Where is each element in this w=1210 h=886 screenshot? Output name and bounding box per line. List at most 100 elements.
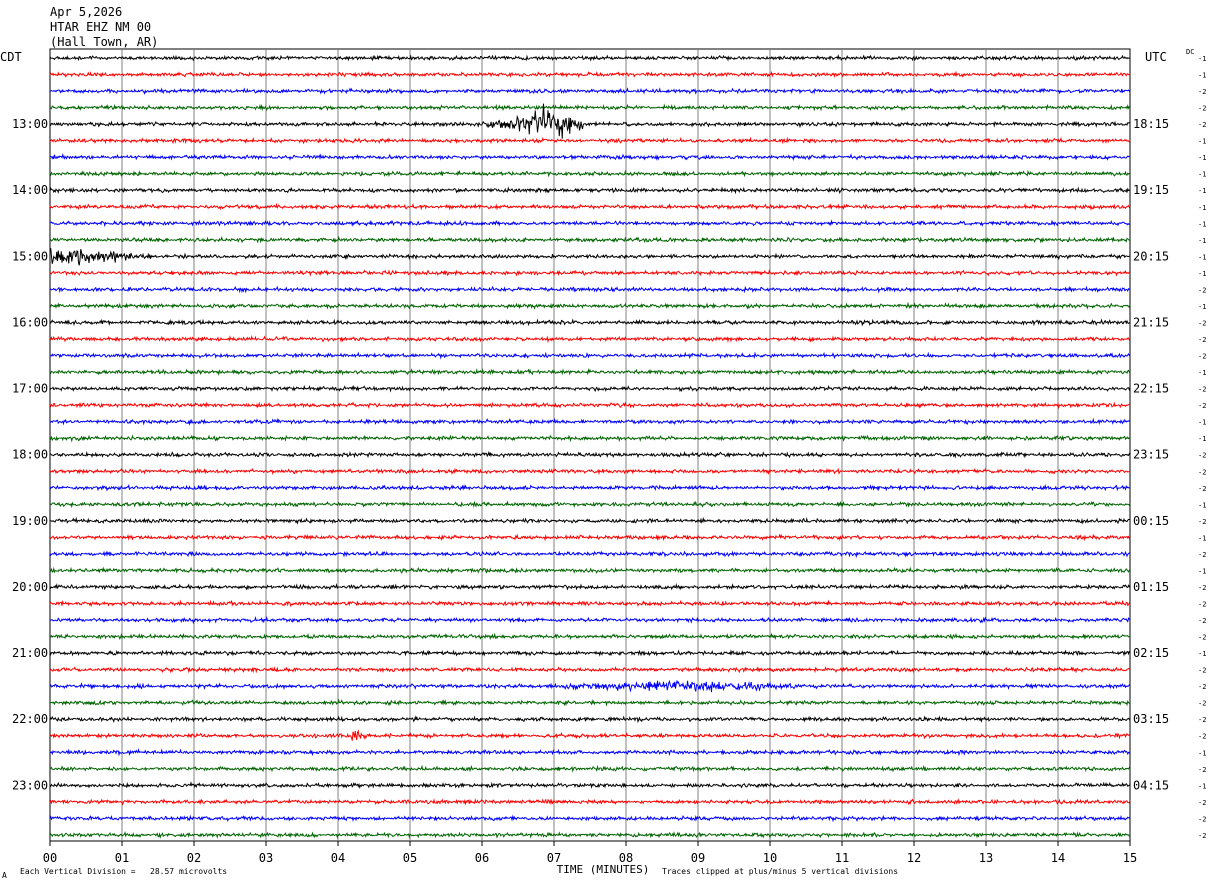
seismic-trace [49, 533, 1131, 542]
dc-offset-label: -1 [1198, 501, 1206, 509]
left-hour-label: 16:00 [12, 315, 48, 329]
dc-offset-label: -2 [1198, 286, 1206, 294]
right-hour-label: 04:15 [1133, 778, 1169, 792]
dc-offset-label: -1 [1198, 270, 1206, 278]
left-hour-label: 17:00 [12, 382, 48, 396]
seismic-trace [49, 748, 1131, 757]
x-tick-label: 13 [979, 851, 993, 865]
dc-offset-label: -1 [1198, 435, 1206, 443]
dc-offset-label: -1 [1198, 55, 1206, 63]
dc-offset-label: -2 [1198, 667, 1206, 675]
seismic-trace [49, 715, 1131, 724]
station-code: HTAR EHZ NM 00 [50, 20, 152, 34]
seismic-trace [49, 219, 1131, 228]
x-tick-label: 15 [1123, 851, 1137, 865]
dc-offset-label: -1 [1198, 154, 1206, 162]
seismic-trace [49, 269, 1131, 277]
x-tick-label: 12 [907, 851, 921, 865]
dc-header-label: DC [1186, 48, 1195, 56]
seismic-trace [49, 450, 1131, 459]
dc-offset-label: -2 [1198, 683, 1206, 691]
left-hour-label: 21:00 [12, 646, 48, 660]
x-tick-label: 06 [475, 851, 489, 865]
dc-offset-label: -2 [1198, 733, 1206, 741]
dc-offset-label: -1 [1198, 419, 1206, 427]
station-location: (Hall Town, AR) [50, 35, 159, 49]
left-hour-label: 20:00 [12, 580, 48, 594]
clip-note: Traces clipped at plus/minus 5 vertical … [662, 867, 899, 876]
x-tick-label: 01 [115, 851, 129, 865]
dc-offset-label: -1 [1198, 72, 1206, 80]
seismic-trace [49, 500, 1131, 509]
seismic-trace [49, 830, 1131, 840]
dc-offset-label: -2 [1198, 468, 1206, 476]
dc-offset-label: -1 [1198, 369, 1206, 377]
seismic-trace [49, 103, 1131, 139]
dc-offset-label: -2 [1198, 105, 1206, 113]
x-tick-label: 05 [403, 851, 417, 865]
scale-note: Each Vertical Division = 28.57 microvolt… [20, 867, 228, 876]
seismic-trace [49, 583, 1131, 591]
dc-offset-label: -1 [1198, 237, 1206, 245]
x-tick-label: 11 [835, 851, 849, 865]
seismic-trace [49, 599, 1131, 608]
corner-mark: A [2, 871, 7, 880]
left-hour-label: 13:00 [12, 117, 48, 131]
dc-offset-label: -2 [1198, 799, 1206, 807]
seismic-trace [49, 679, 1131, 693]
seismic-trace [49, 764, 1131, 773]
seismic-trace [49, 797, 1131, 806]
seismic-trace [49, 186, 1131, 195]
seismic-trace [49, 516, 1131, 525]
right-hour-label: 02:15 [1133, 646, 1169, 660]
left-timezone-label: CDT [0, 50, 22, 64]
left-hour-label: 23:00 [12, 778, 48, 792]
seismic-trace [49, 202, 1131, 211]
dc-offset-label: -1 [1198, 253, 1206, 261]
x-tick-label: 09 [691, 851, 705, 865]
dc-offset-label: -1 [1198, 171, 1206, 179]
seismic-trace [49, 698, 1131, 707]
dc-offset-label: -2 [1198, 600, 1206, 608]
dc-offset-label: -1 [1198, 782, 1206, 790]
seismic-trace [49, 351, 1131, 360]
dc-offset-label: -2 [1198, 485, 1206, 493]
seismic-trace [49, 318, 1131, 327]
dc-offset-label: -1 [1198, 187, 1206, 195]
seismic-trace [49, 248, 1131, 266]
seismic-trace [49, 615, 1131, 625]
seismic-trace [49, 665, 1131, 674]
dc-offset-label: -1 [1198, 534, 1206, 542]
dc-offset-label: -1 [1198, 650, 1206, 658]
dc-offset-label: -2 [1198, 634, 1206, 642]
seismic-trace [49, 729, 1131, 741]
dc-offset-label: -2 [1198, 336, 1206, 344]
dc-offset-label: -1 [1198, 303, 1206, 311]
seismic-trace [49, 367, 1131, 376]
right-timezone-label: UTC [1145, 50, 1167, 64]
dc-offset-label: -2 [1198, 716, 1206, 724]
seismic-trace [49, 285, 1131, 294]
dc-offset-label: -2 [1198, 88, 1206, 96]
seismic-trace [49, 781, 1131, 789]
dc-offset-label: -2 [1198, 518, 1206, 526]
seismic-trace [49, 550, 1131, 559]
seismic-trace [49, 384, 1131, 393]
dc-offset-label: -2 [1198, 353, 1206, 361]
right-hour-label: 01:15 [1133, 580, 1169, 594]
right-hour-label: 23:15 [1133, 448, 1169, 462]
x-tick-label: 08 [619, 851, 633, 865]
seismic-trace [49, 434, 1131, 443]
dc-offset-label: -2 [1198, 584, 1206, 592]
plot-frame [49, 48, 1131, 842]
plot-date: Apr 5,2026 [50, 5, 123, 19]
left-hour-label: 19:00 [12, 514, 48, 528]
left-hour-label: 14:00 [12, 183, 48, 197]
seismic-trace [49, 301, 1131, 310]
seismic-trace [49, 235, 1131, 244]
seismic-trace [49, 483, 1131, 492]
dc-offset-label: -1 [1198, 220, 1206, 228]
right-hour-label: 20:15 [1133, 249, 1169, 263]
x-axis-label: TIME (MINUTES) [557, 863, 650, 876]
seismic-trace [49, 632, 1131, 641]
